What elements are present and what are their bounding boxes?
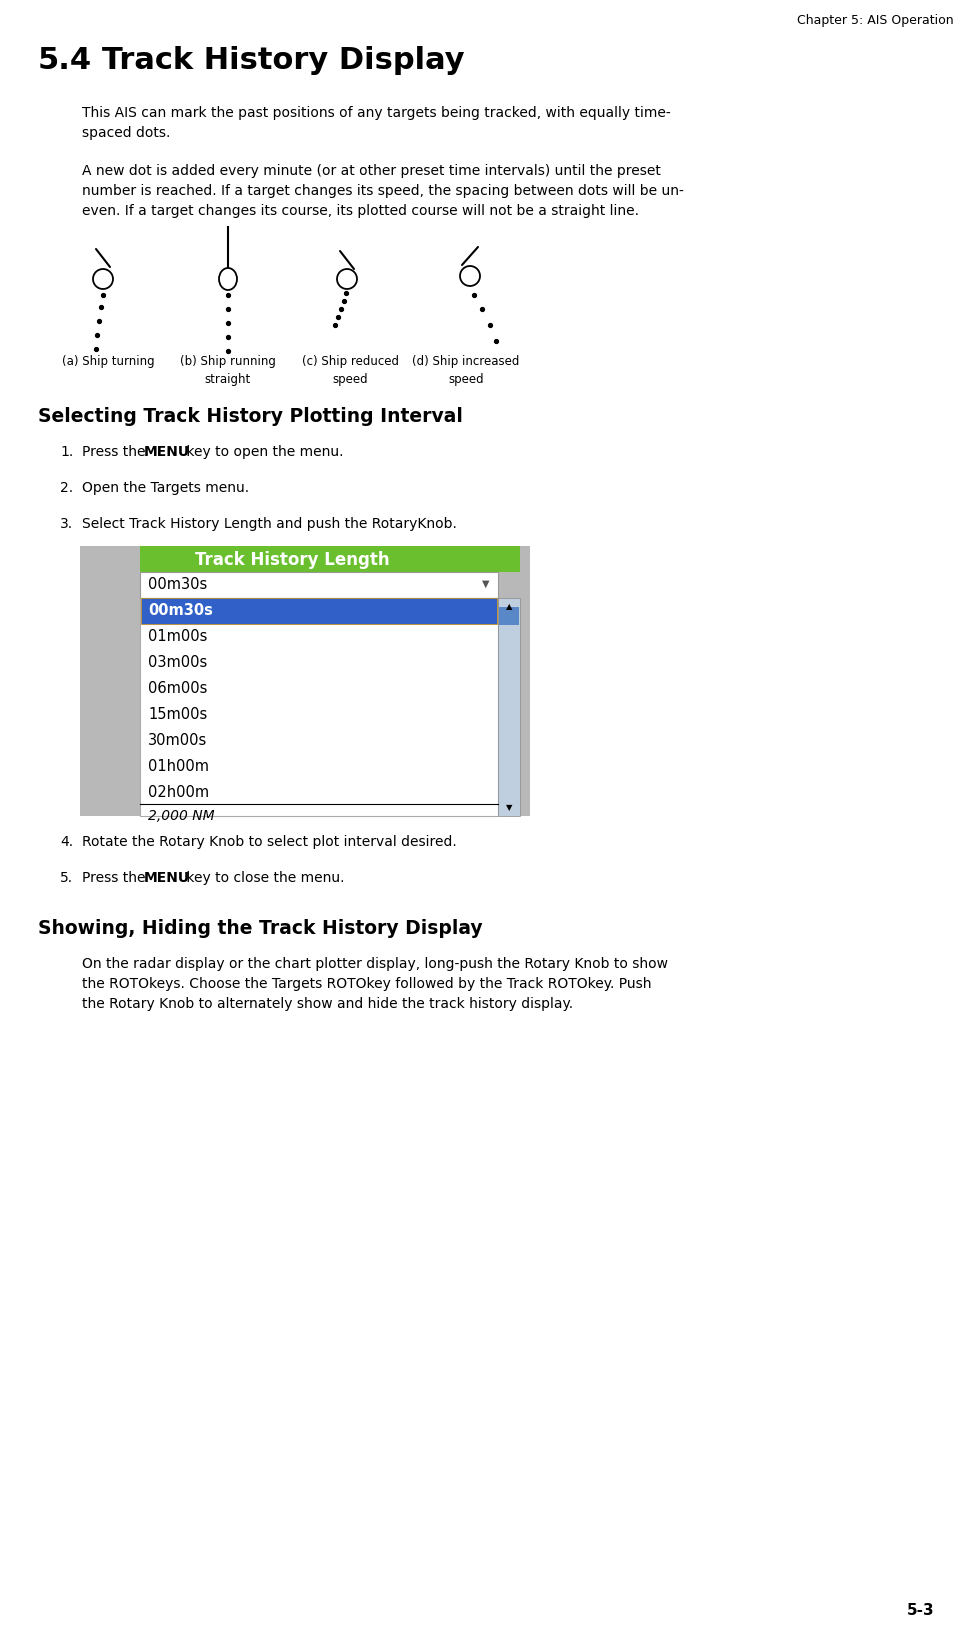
Text: even. If a target changes its course, its plotted course will not be a straight : even. If a target changes its course, it… [82, 203, 639, 218]
Text: the ROTOkeys. Choose the Targets ROTOkey followed by the Track ROTOkey. Push: the ROTOkeys. Choose the Targets ROTOkey… [82, 977, 651, 990]
Bar [140, 598, 498, 816]
Bar [140, 547, 520, 572]
Text: 03m00s: 03m00s [148, 654, 207, 670]
Text: Press the: Press the [82, 870, 150, 885]
Text: This AIS can mark the past positions of any targets being tracked, with equally : This AIS can mark the past positions of … [82, 107, 671, 120]
Bar [80, 547, 530, 816]
Text: Selecting Track History Plotting Interval: Selecting Track History Plotting Interva… [38, 406, 463, 426]
Text: Press the: Press the [82, 444, 150, 459]
Text: ▼: ▼ [505, 803, 512, 811]
Bar [140, 572, 498, 816]
Text: (d) Ship increased
speed: (d) Ship increased speed [412, 354, 520, 385]
Text: (a) Ship turning: (a) Ship turning [61, 354, 155, 367]
Text: Select Track History Length and push the RotaryKnob.: Select Track History Length and push the… [82, 516, 457, 531]
Text: Showing, Hiding the Track History Display: Showing, Hiding the Track History Displa… [38, 918, 483, 938]
Text: 30m00s: 30m00s [148, 733, 207, 747]
Bar [141, 598, 497, 624]
Text: 01h00m: 01h00m [148, 759, 209, 774]
Text: 06m00s: 06m00s [148, 680, 207, 695]
Text: 02h00m: 02h00m [148, 785, 209, 800]
Text: 3.: 3. [60, 516, 73, 531]
Text: number is reached. If a target changes its speed, the spacing between dots will : number is reached. If a target changes i… [82, 184, 684, 198]
Text: 15m00s: 15m00s [148, 706, 207, 721]
Text: 4.: 4. [60, 834, 73, 849]
Text: 2,000 NM: 2,000 NM [148, 808, 215, 823]
Text: spaced dots.: spaced dots. [82, 126, 170, 139]
Text: Rotate the Rotary Knob to select plot interval desired.: Rotate the Rotary Knob to select plot in… [82, 834, 457, 849]
Text: key to close the menu.: key to close the menu. [182, 870, 344, 885]
Text: (c) Ship reduced
speed: (c) Ship reduced speed [301, 354, 399, 385]
Text: Track History Length: Track History Length [195, 551, 390, 569]
Text: 5.4: 5.4 [38, 46, 92, 75]
Text: 01m00s: 01m00s [148, 629, 207, 644]
Text: MENU: MENU [144, 444, 191, 459]
Text: the Rotary Knob to alternately show and hide the track history display.: the Rotary Knob to alternately show and … [82, 997, 573, 1010]
Text: key to open the menu.: key to open the menu. [182, 444, 343, 459]
Text: 5-3: 5-3 [906, 1601, 934, 1618]
Text: Chapter 5: AIS Operation: Chapter 5: AIS Operation [797, 15, 954, 26]
Text: (b) Ship running
straight: (b) Ship running straight [180, 354, 276, 385]
Text: 00m30s: 00m30s [148, 577, 207, 592]
Text: 1.: 1. [60, 444, 73, 459]
Text: MENU: MENU [144, 870, 191, 885]
Bar [140, 572, 498, 598]
Text: ▼: ▼ [482, 579, 490, 588]
Text: Track History Display: Track History Display [102, 46, 465, 75]
Text: A new dot is added every minute (or at other preset time intervals) until the pr: A new dot is added every minute (or at o… [82, 164, 661, 179]
Text: 2.: 2. [60, 480, 73, 495]
Bar [499, 608, 519, 626]
Text: 5.: 5. [60, 870, 73, 885]
Text: Open the Targets menu.: Open the Targets menu. [82, 480, 249, 495]
Bar [498, 598, 520, 816]
Text: ▲: ▲ [505, 602, 512, 611]
Text: On the radar display or the chart plotter display, long-push the Rotary Knob to : On the radar display or the chart plotte… [82, 957, 668, 970]
Text: 00m30s: 00m30s [148, 603, 213, 618]
